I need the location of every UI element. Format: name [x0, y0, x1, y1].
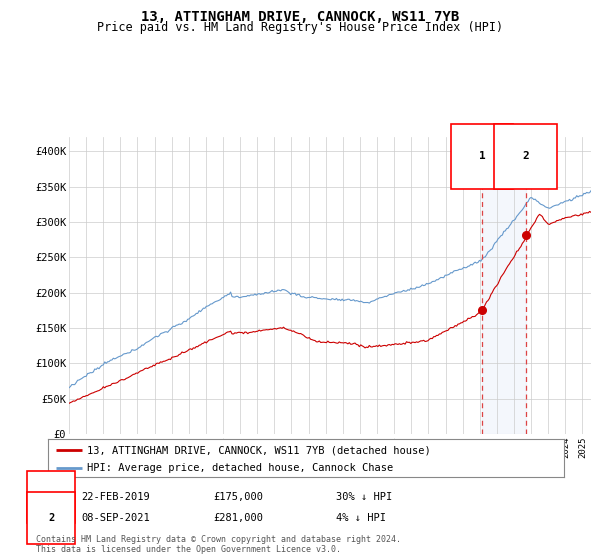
Text: £175,000: £175,000 — [213, 492, 263, 502]
Text: 22-FEB-2019: 22-FEB-2019 — [81, 492, 150, 502]
Text: 1: 1 — [48, 492, 54, 502]
Text: HPI: Average price, detached house, Cannock Chase: HPI: Average price, detached house, Cann… — [86, 463, 393, 473]
Text: 4% ↓ HPI: 4% ↓ HPI — [336, 513, 386, 523]
Text: 08-SEP-2021: 08-SEP-2021 — [81, 513, 150, 523]
Text: Price paid vs. HM Land Registry's House Price Index (HPI): Price paid vs. HM Land Registry's House … — [97, 21, 503, 34]
Text: 2: 2 — [522, 151, 529, 161]
Text: 1: 1 — [479, 151, 485, 161]
Text: 30% ↓ HPI: 30% ↓ HPI — [336, 492, 392, 502]
Bar — [482, 137, 526, 434]
Text: 2: 2 — [48, 513, 54, 523]
Text: £281,000: £281,000 — [213, 513, 263, 523]
Text: 13, ATTINGHAM DRIVE, CANNOCK, WS11 7YB: 13, ATTINGHAM DRIVE, CANNOCK, WS11 7YB — [141, 10, 459, 24]
Text: 13, ATTINGHAM DRIVE, CANNOCK, WS11 7YB (detached house): 13, ATTINGHAM DRIVE, CANNOCK, WS11 7YB (… — [86, 445, 430, 455]
Text: Contains HM Land Registry data © Crown copyright and database right 2024.
This d: Contains HM Land Registry data © Crown c… — [36, 535, 401, 554]
